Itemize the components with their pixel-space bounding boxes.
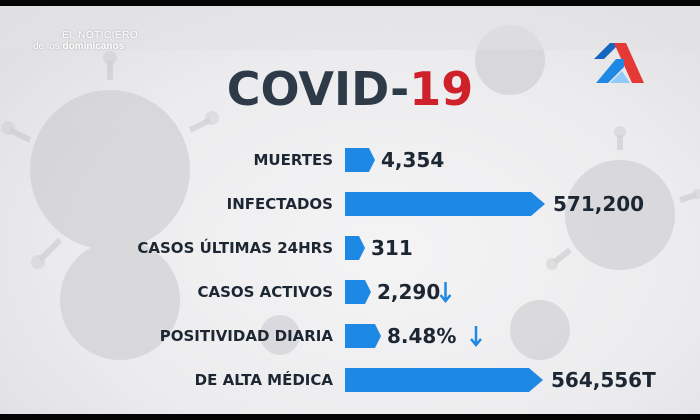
down-arrow-icon (439, 282, 452, 303)
down-arrow-icon (470, 326, 482, 347)
value-label: 4,354 (381, 148, 444, 172)
value-label: 8.48% (387, 324, 456, 348)
header-panel (0, 6, 700, 50)
category-label: DE ALTA MÉDICA (195, 370, 334, 389)
value-label: 564,556T (551, 368, 656, 392)
value-label: 571,200 (553, 192, 644, 216)
value-label: 311 (371, 236, 413, 260)
bar (345, 192, 545, 216)
channel-tagline: de los dominicanos (33, 41, 125, 52)
category-label: CASOS ÚLTIMAS 24HRS (137, 238, 333, 257)
channel-name: EL NOTICIERO (62, 30, 139, 41)
category-label: MUERTES (253, 151, 333, 169)
value-label: 2,290 (377, 280, 440, 304)
category-label: POSITIVIDAD DIARIA (160, 327, 334, 345)
category-label: INFECTADOS (227, 195, 333, 213)
bar (345, 280, 371, 304)
category-label: CASOS ACTIVOS (197, 283, 333, 301)
bar (345, 236, 365, 260)
letterbox-top (0, 0, 700, 6)
channel-logo-icon (594, 43, 644, 83)
bar (345, 148, 375, 172)
bar (345, 324, 381, 348)
letterbox-bottom (0, 414, 700, 420)
bar (345, 368, 543, 392)
chart-title: COVID-19 (226, 62, 474, 116)
channel-watermark: EL NOTICIERO de los dominicanos (33, 30, 138, 52)
